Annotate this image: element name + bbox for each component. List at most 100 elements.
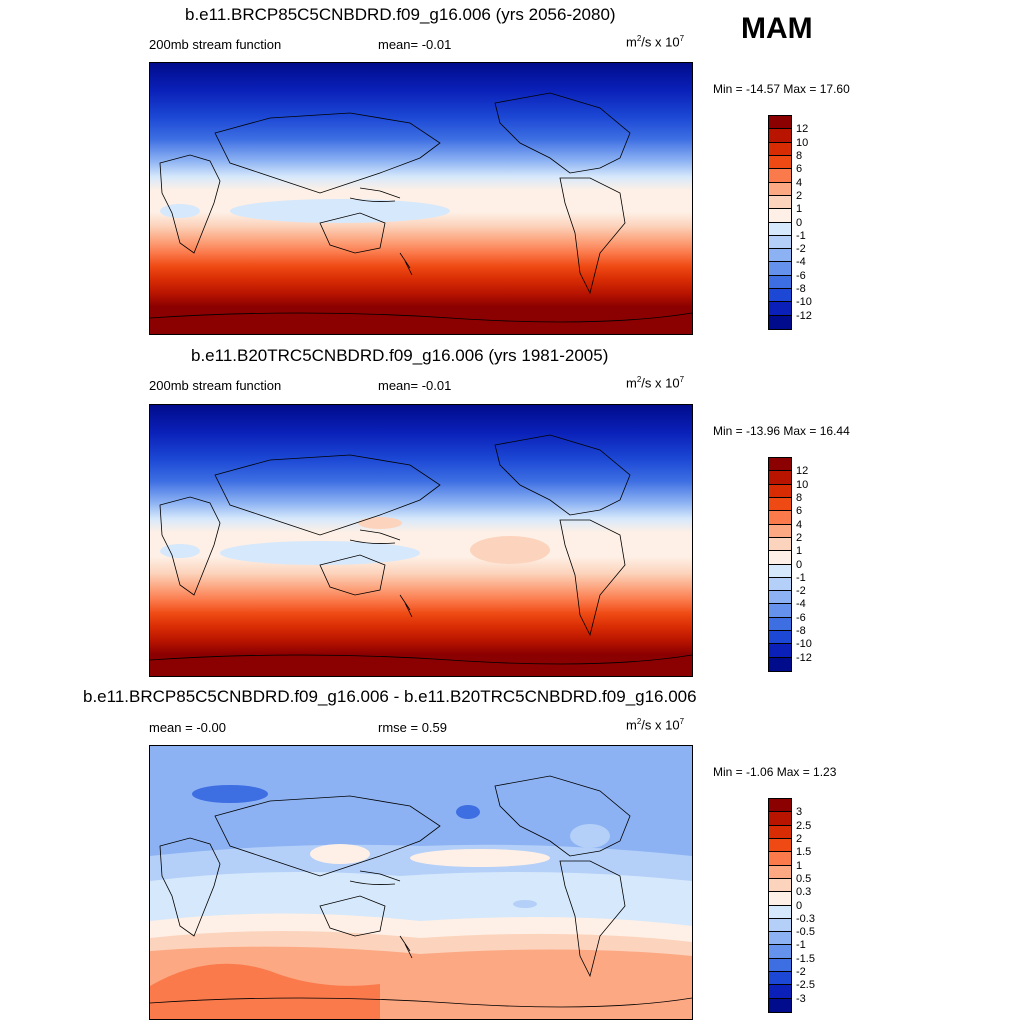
colorbar-tick-label: 1.5 — [796, 846, 812, 859]
colorbar-tick-label: 2 — [796, 189, 803, 202]
colorbar-swatch — [769, 116, 791, 130]
colorbar-tick-label: 8 — [796, 149, 803, 162]
colorbar-tick-label: -6 — [796, 269, 806, 282]
colorbar-swatch — [769, 195, 791, 210]
colorbar-tick-label: -2 — [796, 585, 806, 598]
colorbar-swatch — [769, 644, 791, 658]
colorbar-swatch — [769, 222, 791, 236]
panel-3-colorbar — [768, 798, 792, 1013]
colorbar-swatch — [769, 551, 791, 565]
panel-2-lowcell — [160, 544, 200, 558]
colorbar-tick-label: -10 — [796, 638, 812, 651]
colorbar-swatch — [769, 825, 791, 839]
panel-1-tropical-low — [230, 199, 450, 223]
colorbar-tick-label: 4 — [796, 176, 803, 189]
colorbar-swatch — [769, 905, 791, 919]
panel-2-highcell — [358, 517, 402, 529]
colorbar-tick-label: 6 — [796, 163, 803, 176]
panel-2-tropical-low — [220, 541, 420, 565]
panel-3-highcell-w — [310, 844, 370, 864]
colorbar-tick-label: 1 — [796, 545, 803, 558]
colorbar-swatch — [769, 235, 791, 250]
colorbar-tick-label: 0 — [796, 216, 803, 229]
colorbar-swatch — [769, 142, 791, 156]
colorbar-tick-label: 2 — [796, 832, 803, 845]
panel-1-colorbar — [768, 115, 792, 330]
colorbar-swatch — [769, 852, 791, 866]
colorbar-tick-label: -6 — [796, 611, 806, 624]
colorbar-tick-label: 0.3 — [796, 886, 812, 899]
colorbar-tick-label: 6 — [796, 505, 803, 518]
colorbar-swatch — [769, 878, 791, 893]
colorbar-tick-label: 10 — [796, 478, 809, 491]
colorbar-tick-label: 8 — [796, 491, 803, 504]
panel-1-units: m2/s x 107 — [626, 34, 685, 50]
colorbar-swatch — [769, 617, 791, 632]
panel-2-colorbar — [768, 457, 792, 672]
panel-3-coastlines — [150, 775, 692, 1008]
colorbar-tick-label: -8 — [796, 283, 806, 296]
colorbar-tick-label: -1 — [796, 571, 806, 584]
panel-3-rmse-label: rmse = 0.59 — [378, 720, 448, 735]
colorbar-swatch — [769, 577, 791, 592]
panel-1-title: b.e11.BRCP85C5CNBDRD.f09_g16.006 (yrs 20… — [185, 5, 616, 24]
panel-1-lowcell — [160, 204, 200, 218]
colorbar-swatch — [769, 537, 791, 552]
colorbar-tick-label: 2.5 — [796, 819, 812, 832]
colorbar-tick-label: -12 — [796, 651, 812, 664]
colorbar-swatch — [769, 631, 791, 645]
panel-1-coastlines — [150, 92, 692, 323]
panel-3-highcell-n — [410, 849, 550, 867]
panel-3-units: m2/s x 107 — [626, 717, 685, 733]
panel-3-title: b.e11.BRCP85C5CNBDRD.f09_g16.006 - b.e11… — [83, 687, 697, 706]
colorbar-swatch — [769, 458, 791, 472]
colorbar-swatch — [769, 932, 791, 946]
colorbar-tick-label: -0.3 — [796, 912, 815, 925]
season-label: MAM — [741, 12, 813, 45]
colorbar-tick-label: -1.5 — [796, 952, 815, 965]
colorbar-swatch — [769, 275, 791, 290]
colorbar-swatch — [769, 471, 791, 485]
colorbar-tick-label: -4 — [796, 598, 806, 611]
colorbar-swatch — [769, 591, 791, 605]
panel-3-mean-label: mean = -0.00 — [149, 720, 226, 735]
panel-3-map — [149, 745, 693, 1020]
panel-2-map — [149, 404, 693, 677]
colorbar-swatch — [769, 182, 791, 196]
panel-3-lowcell-c — [570, 824, 610, 848]
panel-3-lowcell-b — [456, 805, 480, 819]
colorbar-swatch — [769, 209, 791, 223]
colorbar-swatch — [769, 812, 791, 826]
colorbar-tick-label: -1 — [796, 939, 806, 952]
colorbar-swatch — [769, 918, 791, 933]
colorbar-swatch — [769, 564, 791, 578]
colorbar-tick-label: 0.5 — [796, 872, 812, 885]
colorbar-swatch — [769, 945, 791, 959]
panel-2-coastlines — [150, 434, 692, 665]
colorbar-tick-label: -8 — [796, 625, 806, 638]
colorbar-swatch — [769, 524, 791, 538]
panel-2-field — [150, 405, 692, 676]
colorbar-tick-label: -12 — [796, 309, 812, 322]
panel-1-field — [150, 63, 692, 334]
colorbar-swatch — [769, 972, 791, 986]
colorbar-tick-label: -10 — [796, 296, 812, 309]
colorbar-tick-label: 10 — [796, 136, 809, 149]
panel-1-minmax: Min = -14.57 Max = 17.60 — [713, 82, 850, 96]
colorbar-tick-label: 2 — [796, 531, 803, 544]
colorbar-swatch — [769, 262, 791, 276]
panel-1-mean-label: mean= -0.01 — [378, 37, 452, 52]
colorbar-tick-label: -2 — [796, 966, 806, 979]
panel-2-units: m2/s x 107 — [626, 375, 685, 391]
colorbar-swatch — [769, 604, 791, 618]
colorbar-tick-label: 12 — [796, 465, 809, 478]
colorbar-swatch — [769, 511, 791, 525]
panel-1-map — [149, 62, 693, 335]
panel-2-minmax: Min = -13.96 Max = 16.44 — [713, 424, 850, 438]
panel-3-highcell-s — [150, 963, 380, 1019]
colorbar-tick-label: 1 — [796, 203, 803, 216]
panel-3-minmax: Min = -1.06 Max = 1.23 — [713, 765, 837, 779]
panel-2-title: b.e11.B20TRC5CNBDRD.f09_g16.006 (yrs 198… — [191, 346, 609, 365]
colorbar-tick-label: -3 — [796, 992, 806, 1005]
colorbar-tick-label: -2 — [796, 243, 806, 256]
